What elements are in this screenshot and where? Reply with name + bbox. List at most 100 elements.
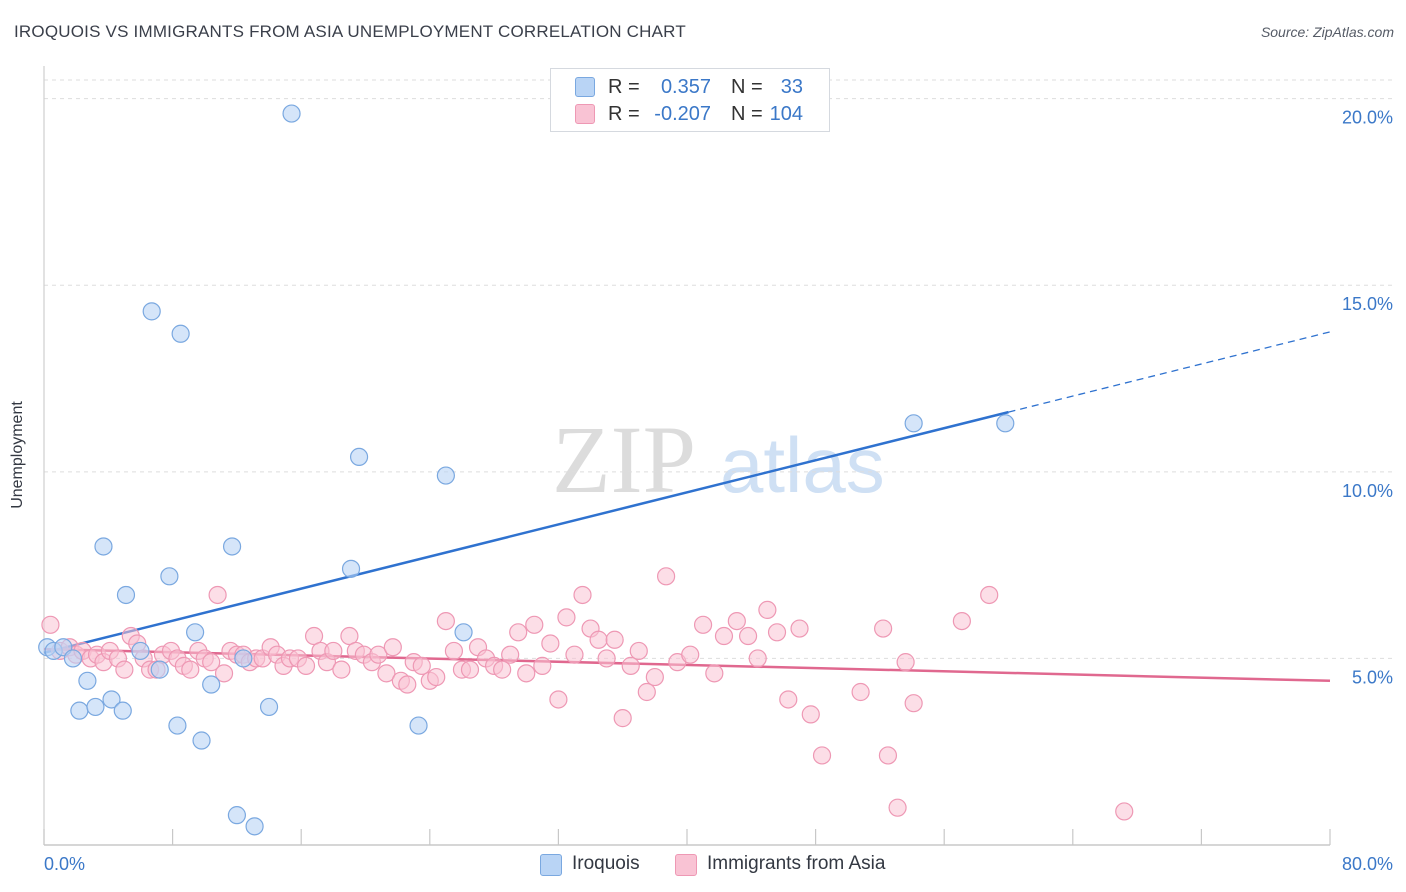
asia-point [681, 645, 700, 664]
iroquois-trend-line [43, 410, 1009, 655]
iroquois-point [436, 466, 455, 485]
legend-label: Iroquois [572, 853, 640, 874]
iroquois-swatch [575, 77, 595, 97]
asia-point [605, 630, 624, 649]
asia-point [779, 690, 798, 709]
asia-point [549, 690, 568, 709]
n-label: N = [731, 103, 763, 125]
asia-point [493, 660, 512, 679]
asia-point [952, 611, 971, 631]
iroquois-point [160, 567, 179, 586]
asia-point [896, 653, 915, 672]
asia-point [41, 615, 60, 634]
asia-point [621, 656, 640, 675]
asia-point [208, 585, 227, 605]
iroquois-points [38, 104, 1015, 836]
iroquois-point [186, 623, 205, 642]
iroquois-point [171, 324, 190, 343]
iroquois-point [63, 649, 83, 668]
watermark-atlas: atlas [720, 421, 885, 509]
iroquois-point [94, 537, 113, 556]
watermark: ZIP atlas [552, 406, 885, 513]
iroquois-trend-extension [1008, 331, 1331, 413]
asia-point [533, 656, 552, 675]
asia-point [324, 641, 343, 661]
asia-point [377, 664, 396, 683]
r-value: 0.357 [660, 76, 711, 98]
iroquois-point [86, 697, 105, 717]
iroquois-point [131, 641, 150, 661]
iroquois-point [222, 537, 242, 556]
iroquois-point [227, 806, 246, 825]
asia-point [589, 630, 608, 649]
iroquois-point [78, 671, 97, 690]
iroquois-point [904, 414, 923, 433]
asia-point [557, 608, 576, 627]
iroquois-point [259, 697, 279, 717]
asia-point [637, 682, 656, 702]
asia-point [727, 611, 746, 631]
asia-point [767, 623, 787, 642]
iroquois-point [234, 649, 253, 668]
asia-point [573, 585, 592, 605]
asia-point [525, 615, 544, 634]
asia-point [427, 667, 446, 687]
asia-point [801, 705, 820, 724]
asia-point [705, 664, 724, 683]
asia-point [851, 682, 870, 702]
asia-point [790, 619, 809, 638]
r-label: R = [608, 76, 640, 98]
grid-lines [44, 79, 1392, 659]
asia-point [613, 709, 632, 728]
asia-point [565, 645, 584, 664]
iroquois-point [70, 701, 89, 720]
tick-labels: 5.0% 10.0% 15.0% 20.0% 0.0% 80.0% [44, 108, 1393, 874]
asia-point [181, 660, 200, 679]
n-value: 33 [780, 76, 803, 98]
iroquois-point [349, 447, 369, 467]
asia-point [629, 641, 648, 661]
asia-point [509, 623, 528, 642]
asia-point [748, 649, 767, 668]
y-tick-label: 15.0% [1342, 294, 1393, 314]
r-value: -0.207 [654, 103, 711, 125]
iroquois-point [192, 731, 211, 750]
legend-row-asia: R = -0.207 N = 104 [551, 101, 829, 127]
asia-point [693, 615, 713, 634]
iroquois-point [996, 414, 1015, 433]
asia-point [115, 660, 134, 679]
asia-swatch [575, 104, 595, 124]
asia-point [398, 675, 417, 694]
asia-point [202, 653, 221, 672]
iroquois-point [454, 623, 473, 642]
chart-title: IROQUOIS VS IMMIGRANTS FROM ASIA UNEMPLO… [14, 22, 686, 41]
asia-point [296, 656, 316, 675]
asia-point [812, 746, 832, 765]
r-label: R = [608, 103, 640, 125]
asia-point [878, 746, 898, 765]
asia-point [517, 664, 536, 683]
asia-point [383, 638, 402, 657]
iroquois-point [113, 701, 132, 720]
y-tick-label: 20.0% [1342, 108, 1393, 128]
asia-point [645, 667, 664, 687]
y-tick-label: 10.0% [1342, 481, 1393, 501]
asia-point [657, 567, 676, 586]
iroquois-point [341, 559, 361, 578]
watermark-zip: ZIP [552, 406, 696, 513]
y-tick-label: 5.0% [1352, 667, 1393, 687]
iroquois-point [409, 716, 428, 735]
asia-point [436, 611, 455, 631]
iroquois-point [168, 716, 187, 735]
asia-point [541, 634, 560, 653]
asia-swatch [675, 854, 697, 876]
asia-point [501, 645, 520, 664]
x-tick-label: 0.0% [44, 854, 85, 874]
n-value: 104 [769, 103, 803, 125]
asia-point [980, 585, 999, 605]
iroquois-point [202, 675, 221, 694]
asia-point [412, 656, 431, 675]
iroquois-point [102, 690, 121, 709]
asia-point [714, 626, 734, 646]
n-label: N = [731, 76, 763, 98]
